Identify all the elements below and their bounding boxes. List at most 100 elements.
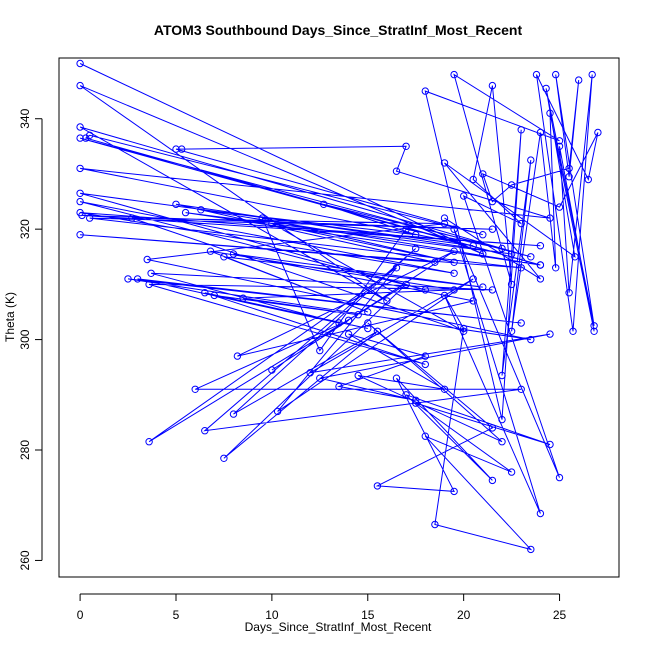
data-point [555,142,564,151]
data-point [542,84,550,93]
data-point [86,214,94,222]
data-point [498,438,506,446]
y-tick-label: 340 [18,108,32,128]
data-point [440,214,449,222]
data-point [517,385,525,393]
data-point [402,142,410,151]
data-point [383,297,391,305]
data-point [431,258,439,266]
data-point [373,327,382,335]
data-point [565,173,573,181]
data-point [392,264,401,272]
data-point [86,131,94,140]
data-point [344,316,353,324]
data-point [450,258,458,266]
data-point [536,509,545,518]
data-point [316,346,324,355]
data-point [440,291,449,300]
data-point [498,371,506,380]
data-point [145,280,153,289]
data-point [373,482,382,490]
data-point [76,123,84,131]
data-point [229,410,238,418]
data-point [536,275,545,283]
data-point [364,324,372,333]
data-point [517,319,525,327]
data-point [479,231,487,239]
x-tick-label: 10 [265,608,279,622]
data-point [532,70,541,79]
data-point [178,145,186,153]
data-point [201,289,209,297]
data-point [76,164,84,173]
data-point [335,382,343,391]
data-point [354,311,362,319]
y-axis-label: Theta (K) [3,292,17,342]
data-point [172,145,180,153]
data-point [392,374,401,382]
data-point [450,269,458,277]
data-point [590,327,598,335]
data-point [210,291,219,300]
data-point [133,275,142,283]
data-point [517,264,525,272]
data-point [488,197,497,206]
data-point [273,407,282,416]
data-point [392,167,401,175]
data-point [498,415,506,424]
data-point [565,164,573,173]
data-point [421,352,429,360]
data-point [421,286,429,294]
data-point [320,200,328,209]
data-point [584,175,592,184]
y-tick-label: 260 [18,550,32,570]
data-point [479,170,487,178]
data-point [546,214,554,222]
data-point [412,231,420,239]
data-point [469,275,477,283]
data-point [565,289,573,297]
data-point [450,286,458,294]
data-point [546,330,554,338]
data-point [450,247,458,255]
data-point [335,319,343,327]
data-point [479,283,487,291]
x-axis: 0 5 10 15 20 25 [77,593,567,622]
data-point [421,87,429,95]
data-point [402,225,410,233]
data-point [128,214,136,222]
data-point [536,242,545,250]
data-point [268,219,276,228]
data-point [460,324,468,333]
y-tick-label: 300 [18,329,32,349]
data-point [76,189,84,198]
data-point [569,327,577,335]
data-point [440,159,449,167]
data-point [76,81,84,90]
data-point [527,335,535,344]
data-point [469,297,477,305]
data-point [507,468,516,476]
data-point [364,319,372,327]
data-point [536,261,545,269]
data-point [469,175,477,184]
data-point [143,255,151,264]
data-point [507,250,516,258]
y-tick-label: 280 [18,440,32,460]
y-axis: 260 280 300 320 340 [18,108,43,570]
data-point [229,250,238,258]
data-point [571,253,579,261]
data-point [594,128,602,137]
data-point [421,432,429,440]
data-point [181,208,190,217]
data-point [555,203,564,211]
data-point [546,109,554,117]
data-point [220,253,228,261]
data-point [488,476,497,485]
data-point [412,399,420,407]
data-point [124,275,132,283]
data-point [145,438,153,446]
data-point [197,206,205,214]
data-point [517,219,525,228]
